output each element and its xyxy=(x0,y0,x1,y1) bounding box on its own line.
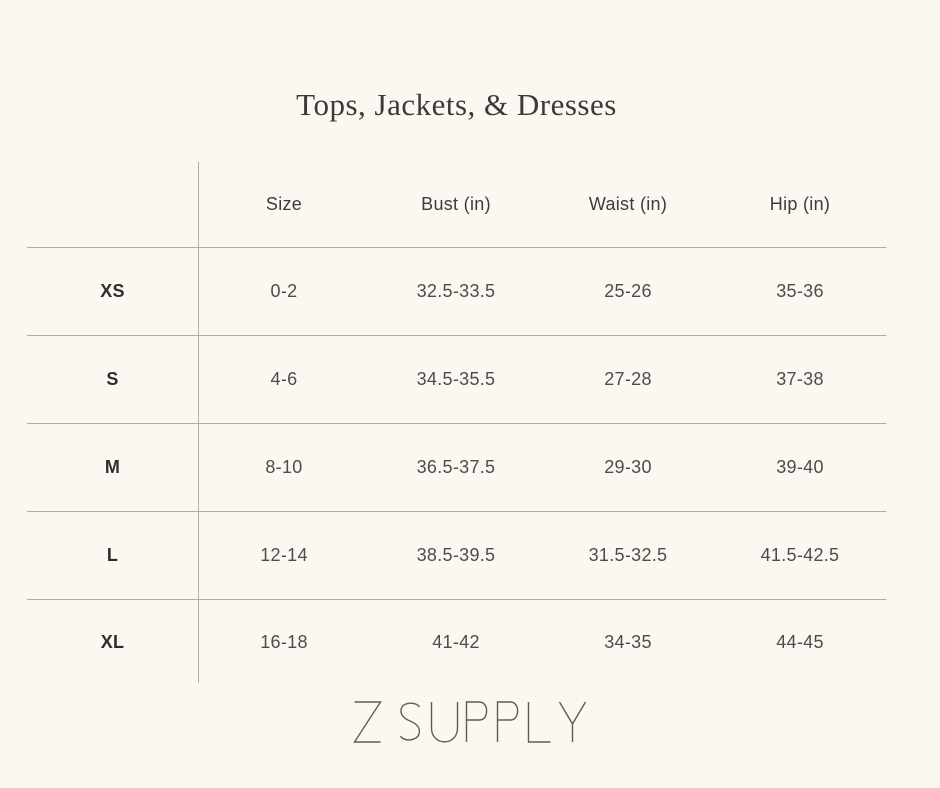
table-row-l: L 12-14 38.5-39.5 31.5-32.5 41.5-42.5 xyxy=(27,511,886,599)
column-header-bust: Bust (in) xyxy=(421,194,491,214)
size-chart-sheet: Tops, Jackets, & Dresses Size Bust (in) … xyxy=(27,0,886,683)
brand-logo xyxy=(0,699,940,745)
row-label: XS xyxy=(100,281,125,301)
page-title: Tops, Jackets, & Dresses xyxy=(296,87,617,122)
cell-waist: 29-30 xyxy=(604,457,652,477)
cell-bust: 32.5-33.5 xyxy=(416,281,496,301)
table-row-xl: XL 16-18 41-42 34-35 44-45 xyxy=(27,599,886,684)
cell-waist: 25-26 xyxy=(604,281,652,301)
cell-bust: 41-42 xyxy=(432,631,480,652)
row-label: S xyxy=(106,369,119,389)
cell-size: 16-18 xyxy=(260,631,308,652)
row-label: XL xyxy=(100,631,125,652)
table-row-xs: XS 0-2 32.5-33.5 25-26 35-36 xyxy=(27,247,886,335)
size-chart-table: Size Bust (in) Waist (in) Hip (in) XS 0-… xyxy=(27,162,886,684)
cell-waist: 34-35 xyxy=(604,631,652,652)
cell-bust: 38.5-39.5 xyxy=(416,545,496,565)
table-row-m: M 8-10 36.5-37.5 29-30 39-40 xyxy=(27,423,886,511)
table-row-s: S 4-6 34.5-35.5 27-28 37-38 xyxy=(27,335,886,423)
cell-size: 4-6 xyxy=(270,369,298,389)
cell-size: 12-14 xyxy=(260,545,308,565)
cell-bust: 36.5-37.5 xyxy=(416,457,496,477)
cell-waist: 27-28 xyxy=(604,369,652,389)
row-label: M xyxy=(104,457,121,477)
cell-size: 8-10 xyxy=(265,457,303,477)
cell-hip: 44-45 xyxy=(776,631,824,652)
header-spacer-cell xyxy=(27,162,198,247)
z-supply-wordmark xyxy=(353,701,587,743)
column-header-size: Size xyxy=(265,194,303,214)
cell-bust: 34.5-35.5 xyxy=(416,369,496,389)
cell-hip: 37-38 xyxy=(776,369,824,389)
vertical-divider xyxy=(198,162,199,683)
cell-hip: 35-36 xyxy=(776,281,824,301)
cell-waist: 31.5-32.5 xyxy=(588,545,668,565)
cell-size: 0-2 xyxy=(270,281,298,301)
table-header-row: Size Bust (in) Waist (in) Hip (in) xyxy=(27,162,886,247)
row-label: L xyxy=(106,545,119,565)
column-header-hip: Hip (in) xyxy=(769,194,831,214)
cell-hip: 41.5-42.5 xyxy=(760,545,840,565)
column-header-waist: Waist (in) xyxy=(588,194,668,214)
cell-hip: 39-40 xyxy=(776,457,824,477)
